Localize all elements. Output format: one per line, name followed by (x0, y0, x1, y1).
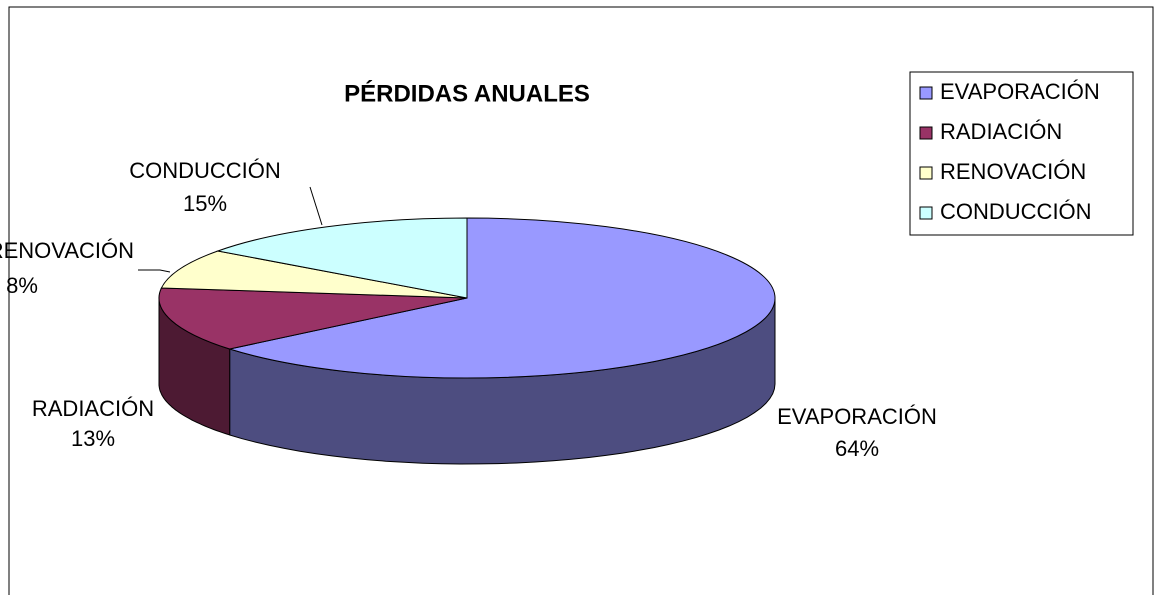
legend-swatch (919, 86, 933, 100)
legend-box (909, 71, 1134, 236)
data-label-name: RENOVACIÓN (0, 238, 134, 263)
legend-label: RADIACIÓN (940, 119, 1062, 144)
pie-slice (215, 217, 468, 299)
pie-slice (158, 287, 468, 350)
data-label-value: 15% (183, 191, 227, 216)
chart-border (8, 6, 1154, 595)
legend-swatch (919, 126, 933, 140)
data-label-name: EVAPORACIÓN (777, 404, 937, 429)
data-label-value: 8% (6, 273, 38, 298)
data-label-value: 13% (71, 426, 115, 451)
data-label-name: RADIACIÓN (32, 396, 154, 421)
legend-label: RENOVACIÓN (940, 159, 1086, 184)
pie-slice (160, 250, 468, 299)
legend-swatch (919, 206, 933, 220)
data-label-value: 64% (835, 436, 879, 461)
chart-title: PÉRDIDAS ANUALES (344, 79, 590, 107)
leader-line (309, 186, 323, 226)
legend-label: EVAPORACIÓN (940, 79, 1100, 104)
legend-label: CONDUCCIÓN (940, 199, 1092, 224)
legend-swatch (919, 166, 933, 180)
data-label-name: CONDUCCIÓN (129, 158, 281, 183)
leader-line (138, 269, 171, 273)
pie-slice (227, 217, 776, 379)
